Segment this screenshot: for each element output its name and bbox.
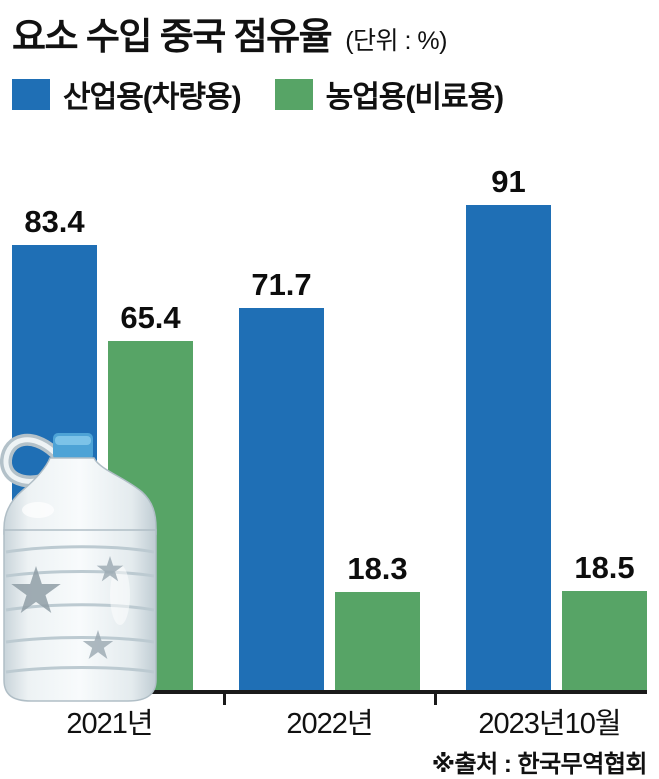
- water-jug-icon: [0, 433, 157, 702]
- axis-tick: [222, 694, 226, 705]
- bar: 18.5: [562, 550, 647, 690]
- bar-value-label: 91: [491, 163, 526, 199]
- legend-item-agricultural: 농업용(비료용): [274, 72, 505, 116]
- category-label: 2022년: [286, 708, 373, 740]
- bar-value-label: 65.4: [120, 300, 181, 336]
- bar: 71.7: [239, 267, 324, 690]
- legend-swatch-blue: [12, 78, 50, 110]
- water-jug-image: [0, 430, 172, 708]
- category-label: 2021년: [66, 708, 153, 740]
- bar-group: 91 18.5: [466, 164, 647, 690]
- bar-group: 71.7 18.3: [239, 267, 420, 690]
- bar-value-label: 18.3: [347, 551, 408, 587]
- unit-label: (단위 : %): [345, 27, 447, 55]
- legend-swatch-green: [274, 78, 313, 110]
- bar-value-label: 83.4: [24, 204, 85, 240]
- legend-label: 농업용(비료용): [325, 81, 505, 114]
- axis-tick: [434, 694, 438, 705]
- chart-header: 요소 수입 중국 점유율 (단위 : %): [12, 6, 447, 60]
- category-label: 2023년10월: [478, 708, 621, 740]
- bar: 18.3: [335, 551, 420, 690]
- legend-label: 산업용(차량용): [63, 81, 242, 114]
- legend-item-industrial: 산업용(차량용): [12, 72, 242, 116]
- bar-value-label: 71.7: [251, 266, 312, 302]
- source-note: ※출처 : 한국무역협회: [431, 751, 648, 778]
- legend: 산업용(차량용) 농업용(비료용): [12, 72, 537, 116]
- category-axis-labels: 2021년 2022년 2023년10월: [12, 700, 647, 742]
- page-title: 요소 수입 중국 점유율: [12, 16, 333, 57]
- bar-value-label: 18.5: [574, 550, 635, 586]
- bar: 91: [466, 164, 551, 690]
